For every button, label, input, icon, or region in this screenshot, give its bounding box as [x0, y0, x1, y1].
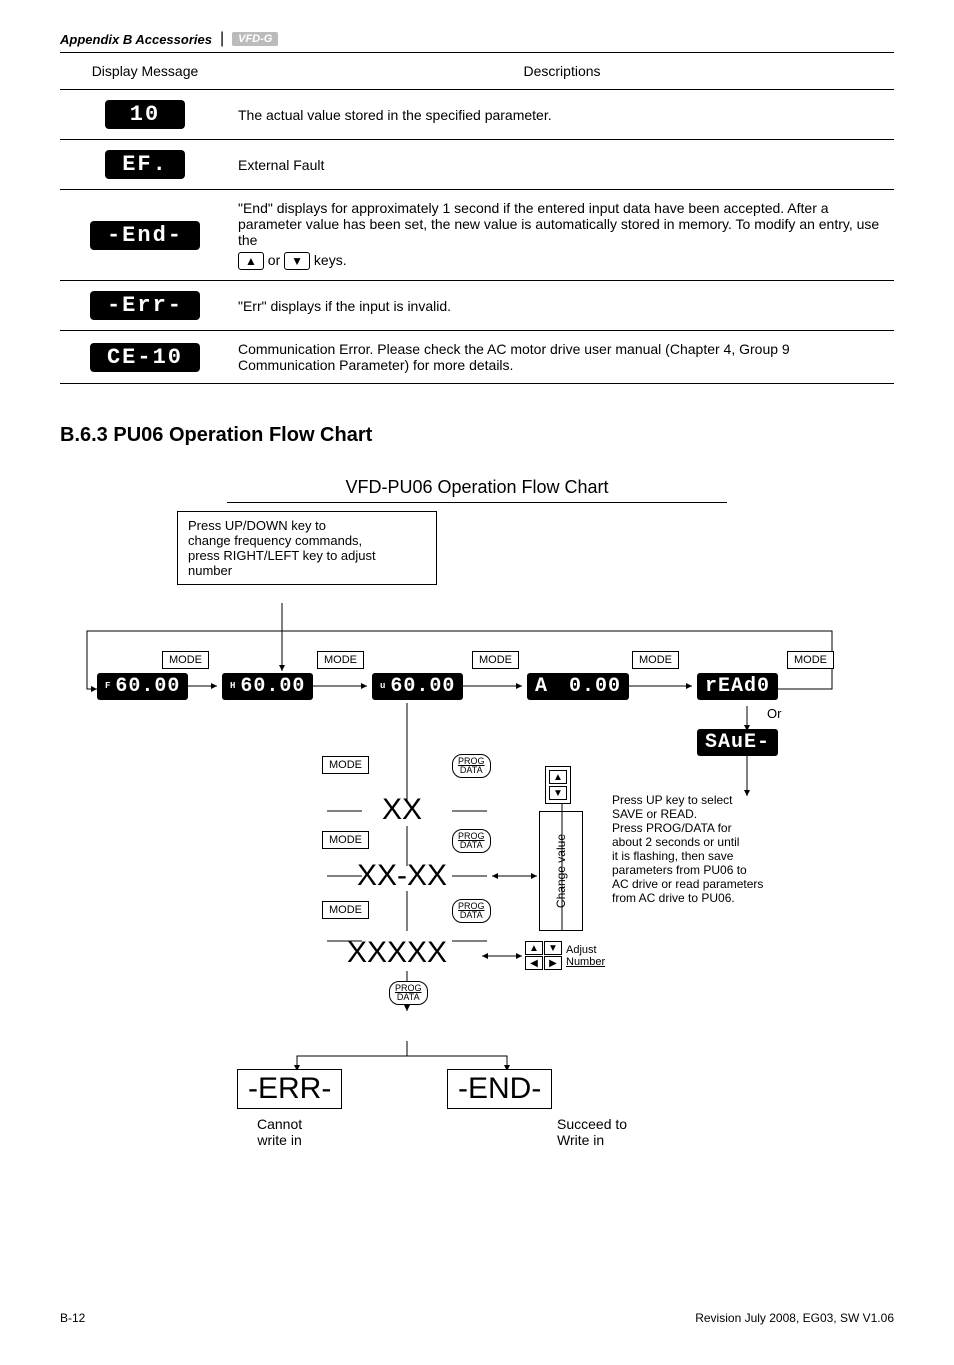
prog-btn-1: PROGDATA [452, 754, 491, 778]
table-row: 10 The actual value stored in the specifi… [60, 90, 894, 140]
appendix-label: Appendix B Accessories [60, 32, 212, 47]
table-row: -Err- "Err" displays if the input is inva… [60, 281, 894, 331]
footer-right: Revision July 2008, EG03, SW V1.06 [695, 1311, 894, 1325]
lcd-display: CE-10 [90, 343, 200, 372]
prog-btn-4: PROGDATA [389, 981, 428, 1005]
mode-label-5: MODE [787, 651, 834, 669]
table-row: -End- "End" displays for approximately 1 … [60, 190, 894, 281]
flow-chart: Press UP/DOWN key to change frequency co… [67, 511, 887, 1231]
desc-cell: Communication Error. Please check the AC… [230, 331, 894, 384]
divider-pipe: | [220, 30, 224, 48]
flow-instruction-box: Press UP/DOWN key to change frequency co… [177, 511, 437, 585]
or-label: Or [767, 706, 781, 721]
desc-cell: The actual value stored in the specified… [230, 90, 894, 140]
table-row: EF. External Fault [60, 140, 894, 190]
desc-cell: External Fault [230, 140, 894, 190]
xxxxx-label: XXXXX [347, 936, 447, 970]
mode-label-2: MODE [317, 651, 364, 669]
mode-label-4: MODE [632, 651, 679, 669]
cannot-label: Cannot write in [257, 1116, 302, 1148]
change-value-box: Change value [539, 811, 583, 931]
lcd-cell: 10 [60, 90, 230, 140]
section-title: B.6.3 PU06 Operation Flow Chart [60, 424, 894, 447]
lcd-f: F60.00 [97, 673, 188, 700]
up-key-icon: ▲ [238, 252, 264, 270]
succeed-label: Succeed to Write in [557, 1116, 627, 1148]
mode-col-2: MODE [322, 831, 369, 849]
lcd-display: -Err- [90, 291, 200, 320]
xx-label: XX [382, 793, 422, 827]
lcd-read: rEAd0 [697, 673, 778, 700]
lcd-save: SAuE- [697, 729, 778, 756]
xxxx-label: XX-XX [357, 859, 447, 893]
prog-btn-3: PROGDATA [452, 899, 491, 923]
mode-label-3: MODE [472, 651, 519, 669]
prog-btn-2: PROGDATA [452, 829, 491, 853]
end-box: -END- [447, 1069, 552, 1109]
side-note: Press UP key to select SAVE or READ. Pre… [612, 793, 852, 905]
lcd-cell: EF. [60, 140, 230, 190]
updown-keys: ▲▼ [545, 766, 571, 804]
lcd-cell: -Err- [60, 281, 230, 331]
mode-label-1: MODE [162, 651, 209, 669]
lcd-u: u60.00 [372, 673, 463, 700]
table-row: CE-10 Communication Error. Please check t… [60, 331, 894, 384]
desc-cell: "End" displays for approximately 1 secon… [230, 190, 894, 281]
err-box: -ERR- [237, 1069, 342, 1109]
vfd-badge: VFD-G [232, 32, 278, 46]
lcd-cell: CE-10 [60, 331, 230, 384]
mode-col-1: MODE [322, 756, 369, 774]
down-key-icon: ▼ [284, 252, 310, 270]
adjust-number-keys: ▲▼ ◀▶ Adjust Number [525, 941, 605, 970]
lcd-display: -End- [90, 221, 200, 250]
footer-left: B-12 [60, 1311, 85, 1325]
lcd-display: 10 [105, 100, 185, 129]
th-display-message: Display Message [60, 53, 230, 90]
flow-title: VFD-PU06 Operation Flow Chart [60, 477, 894, 498]
lcd-a: A 0.00 [527, 673, 629, 700]
lcd-h: H60.00 [222, 673, 313, 700]
th-descriptions: Descriptions [230, 53, 894, 90]
flow-title-underline [227, 502, 727, 503]
mode-col-3: MODE [322, 901, 369, 919]
desc-cell: "Err" displays if the input is invalid. [230, 281, 894, 331]
display-message-table: Display Message Descriptions 10 The actua… [60, 52, 894, 384]
lcd-display: EF. [105, 150, 185, 179]
lcd-cell: -End- [60, 190, 230, 281]
